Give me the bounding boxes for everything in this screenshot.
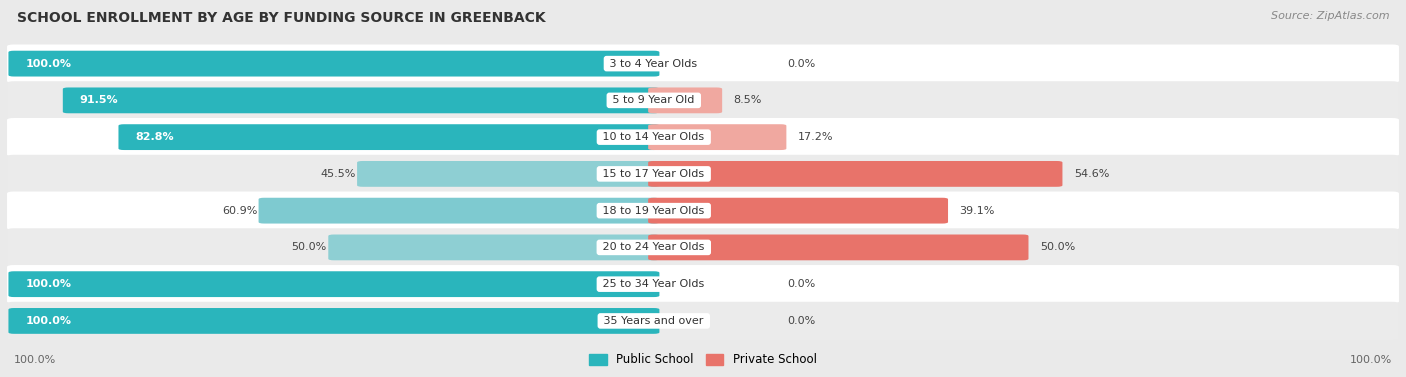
Text: 0.0%: 0.0% — [787, 58, 815, 69]
Text: 8.5%: 8.5% — [734, 95, 762, 106]
Text: 0.0%: 0.0% — [787, 279, 815, 289]
Text: 100.0%: 100.0% — [1350, 355, 1392, 365]
Text: 100.0%: 100.0% — [14, 355, 56, 365]
Text: 39.1%: 39.1% — [959, 205, 994, 216]
Text: 25 to 34 Year Olds: 25 to 34 Year Olds — [599, 279, 709, 289]
Text: 5 to 9 Year Old: 5 to 9 Year Old — [609, 95, 699, 106]
Text: 15 to 17 Year Olds: 15 to 17 Year Olds — [599, 169, 709, 179]
Text: 17.2%: 17.2% — [797, 132, 834, 142]
Text: 50.0%: 50.0% — [1040, 242, 1076, 253]
Text: 91.5%: 91.5% — [80, 95, 118, 106]
Text: 100.0%: 100.0% — [25, 316, 72, 326]
Text: SCHOOL ENROLLMENT BY AGE BY FUNDING SOURCE IN GREENBACK: SCHOOL ENROLLMENT BY AGE BY FUNDING SOUR… — [17, 11, 546, 25]
Text: 3 to 4 Year Olds: 3 to 4 Year Olds — [606, 58, 702, 69]
Text: 35 Years and over: 35 Years and over — [600, 316, 707, 326]
Text: 100.0%: 100.0% — [25, 58, 72, 69]
Legend: Public School, Private School: Public School, Private School — [585, 349, 821, 371]
Text: 20 to 24 Year Olds: 20 to 24 Year Olds — [599, 242, 709, 253]
Text: 45.5%: 45.5% — [321, 169, 356, 179]
Text: Source: ZipAtlas.com: Source: ZipAtlas.com — [1271, 11, 1389, 21]
Text: 10 to 14 Year Olds: 10 to 14 Year Olds — [599, 132, 709, 142]
Text: 18 to 19 Year Olds: 18 to 19 Year Olds — [599, 205, 709, 216]
Text: 0.0%: 0.0% — [787, 316, 815, 326]
Text: 82.8%: 82.8% — [135, 132, 174, 142]
Text: 60.9%: 60.9% — [222, 205, 257, 216]
Text: 100.0%: 100.0% — [25, 279, 72, 289]
Text: 50.0%: 50.0% — [291, 242, 328, 253]
Text: 54.6%: 54.6% — [1074, 169, 1109, 179]
